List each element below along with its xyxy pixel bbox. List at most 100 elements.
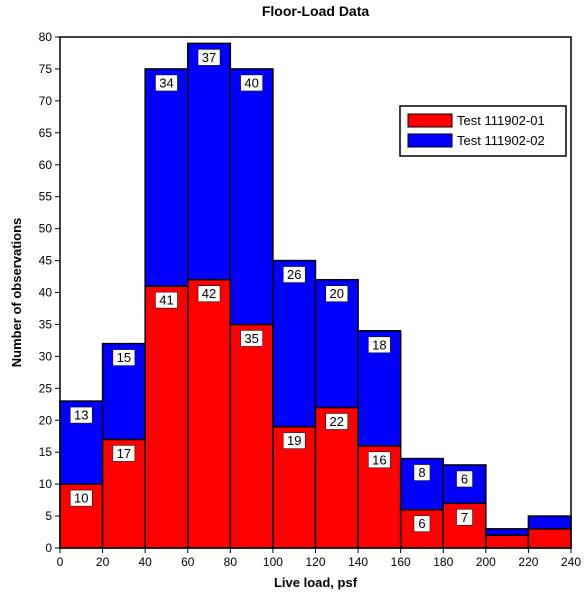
y-axis-label: Number of observations — [9, 218, 24, 368]
data-label-red-9-text: 7 — [461, 510, 468, 525]
data-label-red-7: 16 — [368, 451, 391, 469]
y-tick-label-13: 65 — [39, 126, 53, 140]
x-tick-label-12: 240 — [561, 555, 581, 569]
bars-group — [59, 42, 572, 549]
data-label-red-6: 22 — [325, 413, 349, 430]
data-label-red-5-text: 19 — [287, 433, 301, 448]
bar-blue-5 — [272, 259, 317, 428]
x-tick-label-8: 160 — [391, 555, 411, 569]
data-label-red-8-text: 6 — [418, 516, 425, 531]
data-label-blue-3: 37 — [197, 49, 221, 66]
y-tick-label-7: 35 — [39, 317, 53, 331]
data-label-blue-0-text: 13 — [74, 408, 88, 423]
data-label-blue-5: 26 — [282, 266, 306, 283]
data-label-red-8: 6 — [413, 515, 431, 532]
data-label-blue-2-box — [155, 74, 178, 92]
data-label-blue-8-text: 8 — [418, 465, 425, 480]
data-label-blue-8-box — [413, 464, 431, 481]
data-labels-group: 10 13 17 15 41 34 42 37 35 40 19 26 22 20 16 18 6 8 7 6 — [70, 49, 473, 532]
x-tick-label-11: 220 — [518, 555, 538, 569]
data-label-blue-4-box — [240, 74, 263, 92]
legend-entry-0: Test 111902-01 — [457, 113, 545, 128]
bar-blue-4 — [229, 68, 274, 326]
data-label-red-0-box — [70, 489, 93, 507]
legend: Test 111902-01 Test 111902-02 — [399, 105, 567, 157]
data-label-red-3: 42 — [197, 285, 221, 302]
x-tick-label-4: 80 — [224, 555, 238, 569]
bar-blue-11 — [527, 515, 572, 530]
data-label-blue-1-text: 15 — [117, 350, 131, 365]
data-label-blue-8: 8 — [413, 464, 431, 481]
data-label-red-1-box — [112, 445, 136, 462]
bar-blue-2 — [144, 68, 189, 287]
data-label-red-0: 10 — [70, 489, 93, 507]
data-label-red-7-text: 16 — [372, 452, 386, 467]
data-label-blue-0: 13 — [70, 406, 93, 424]
y-tick-label-8: 40 — [39, 286, 53, 300]
data-label-blue-1-box — [112, 349, 136, 366]
y-tick-label-5: 25 — [39, 381, 53, 395]
data-label-red-4-box — [240, 330, 263, 347]
data-label-red-3-text: 42 — [202, 286, 216, 301]
data-label-red-9-box — [456, 509, 473, 526]
data-label-red-8-box — [413, 515, 431, 532]
data-label-blue-4-text: 40 — [244, 75, 258, 90]
data-label-blue-5-text: 26 — [287, 267, 301, 282]
chart-title: Floor-Load Data — [262, 3, 370, 19]
y-tick-label-3: 15 — [39, 445, 53, 459]
data-label-red-2-box — [155, 291, 178, 309]
y-tick-label-2: 10 — [39, 477, 53, 491]
data-label-red-9: 7 — [456, 509, 473, 526]
data-label-blue-7: 18 — [368, 336, 391, 354]
data-label-red-1-text: 17 — [117, 446, 131, 461]
x-axis-label: Live load, psf — [274, 575, 358, 590]
data-label-blue-3-box — [197, 49, 221, 66]
x-tick-label-6: 120 — [305, 555, 325, 569]
data-label-red-3-box — [197, 285, 221, 302]
data-label-red-2-text: 41 — [159, 293, 173, 308]
data-label-red-4-text: 35 — [244, 331, 258, 346]
y-tick-label-14: 70 — [39, 94, 53, 108]
legend-swatch-1 — [407, 133, 453, 148]
data-label-red-0-text: 10 — [74, 491, 88, 506]
bar-red-3 — [187, 278, 232, 549]
data-label-red-6-box — [325, 413, 349, 430]
x-tick-label-0: 0 — [57, 555, 64, 569]
y-tick-label-4: 20 — [39, 413, 53, 427]
legend-swatch-0 — [407, 113, 453, 128]
bar-blue-10 — [485, 528, 530, 536]
bar-red-4 — [229, 323, 274, 549]
bar-red-11 — [527, 528, 572, 549]
data-label-blue-6-text: 20 — [330, 286, 344, 301]
data-label-red-7-box — [368, 451, 391, 469]
axes-group: 0 20 40 60 80 100 120 140 160 180 200 220 240 0 5 10 15 2… — [39, 30, 582, 569]
data-label-red-6-text: 22 — [330, 414, 344, 429]
data-label-red-5-box — [282, 432, 306, 449]
y-tick-label-6: 30 — [39, 349, 53, 363]
x-tick-label-5: 100 — [263, 555, 283, 569]
data-label-blue-9-box — [456, 470, 473, 488]
data-label-blue-3-text: 37 — [202, 50, 216, 65]
data-label-blue-2: 34 — [155, 74, 178, 92]
x-tick-label-3: 60 — [181, 555, 195, 569]
data-label-blue-5-box — [282, 266, 306, 283]
data-label-blue-7-box — [368, 336, 391, 354]
data-label-blue-6-box — [325, 285, 349, 302]
y-tick-label-0: 0 — [45, 541, 52, 555]
data-label-red-1: 17 — [112, 445, 136, 462]
x-tick-label-9: 180 — [433, 555, 453, 569]
data-label-blue-2-text: 34 — [159, 75, 173, 90]
legend-entry-1: Test 111902-02 — [457, 133, 545, 148]
data-label-red-2: 41 — [155, 291, 178, 309]
data-label-blue-9: 6 — [456, 470, 473, 488]
bar-red-10 — [485, 534, 530, 549]
y-tick-label-9: 45 — [39, 254, 53, 268]
y-tick-label-12: 60 — [39, 158, 53, 172]
y-tick-label-11: 55 — [39, 190, 53, 204]
data-label-blue-1: 15 — [112, 349, 136, 366]
data-label-blue-0-box — [70, 406, 93, 424]
x-tick-label-7: 140 — [348, 555, 368, 569]
bar-blue-3 — [187, 42, 232, 281]
x-tick-label-2: 40 — [138, 555, 152, 569]
